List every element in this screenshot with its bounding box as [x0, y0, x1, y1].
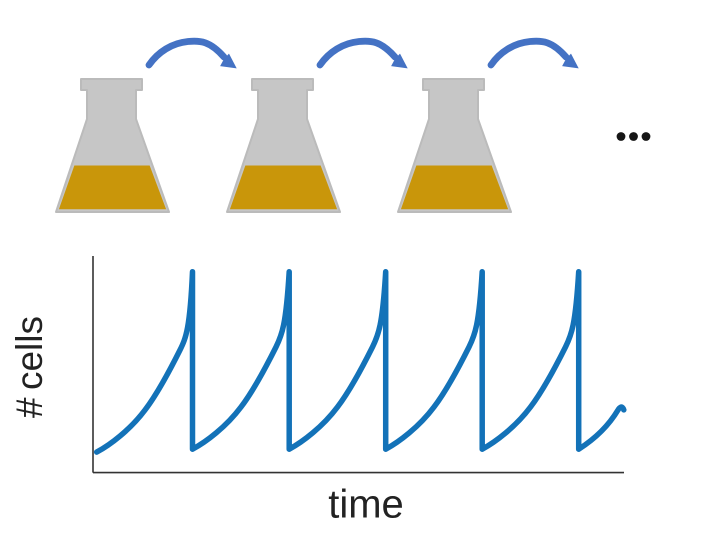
svg-text:# cells: # cells: [9, 316, 50, 418]
svg-text:time: time: [328, 483, 404, 527]
